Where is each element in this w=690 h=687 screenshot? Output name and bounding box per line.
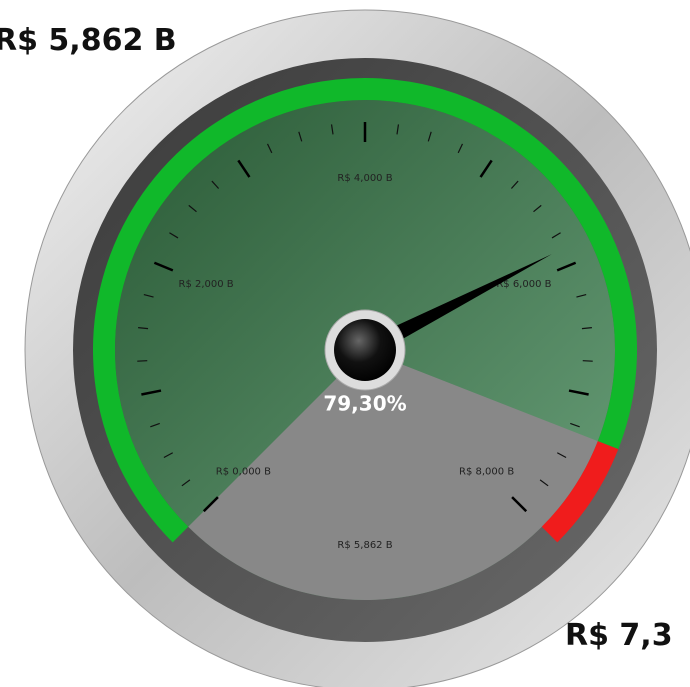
percent-label: 79,30% bbox=[323, 392, 406, 416]
major-tick bbox=[511, 496, 528, 513]
minor-tick bbox=[138, 327, 149, 330]
minor-tick bbox=[163, 452, 174, 459]
major-tick bbox=[237, 159, 251, 178]
minor-tick bbox=[570, 422, 580, 428]
minor-tick bbox=[143, 294, 154, 298]
minor-tick bbox=[330, 124, 334, 135]
minor-tick bbox=[169, 232, 179, 239]
tick-label: R$ 6,000 B bbox=[496, 279, 551, 290]
tick-label: R$ 0,000 B bbox=[216, 467, 271, 478]
minor-tick bbox=[298, 131, 303, 142]
minor-tick bbox=[150, 422, 160, 428]
major-tick bbox=[479, 159, 493, 178]
tick-label: R$ 8,000 B bbox=[459, 467, 514, 478]
minor-tick bbox=[576, 294, 587, 298]
needle bbox=[360, 254, 552, 359]
minor-tick bbox=[457, 143, 464, 154]
minor-tick bbox=[539, 479, 549, 487]
major-tick bbox=[141, 389, 162, 396]
tick-label: R$ 2,000 B bbox=[179, 279, 234, 290]
minor-tick bbox=[188, 204, 197, 213]
minor-tick bbox=[396, 124, 400, 135]
major-tick bbox=[153, 261, 174, 272]
minor-tick bbox=[427, 131, 432, 142]
hub bbox=[334, 319, 396, 381]
tick-label: R$ 4,000 B bbox=[337, 173, 392, 184]
major-tick bbox=[202, 496, 219, 513]
value-label: R$ 5,862 B bbox=[0, 23, 177, 58]
major-tick bbox=[568, 389, 589, 396]
minor-tick bbox=[266, 143, 273, 154]
minor-tick bbox=[510, 180, 519, 189]
minor-tick bbox=[581, 327, 592, 330]
center-value-label: R$ 5,862 B bbox=[337, 540, 392, 551]
minor-tick bbox=[533, 204, 542, 213]
target-label: R$ 7,3 bbox=[565, 618, 673, 653]
band bbox=[541, 440, 619, 543]
minor-tick bbox=[181, 479, 191, 487]
minor-tick bbox=[551, 232, 561, 239]
lower-wedge bbox=[188, 350, 598, 600]
band bbox=[93, 78, 637, 543]
minor-tick bbox=[211, 180, 220, 189]
minor-tick bbox=[556, 452, 567, 459]
major-tick bbox=[556, 261, 577, 272]
